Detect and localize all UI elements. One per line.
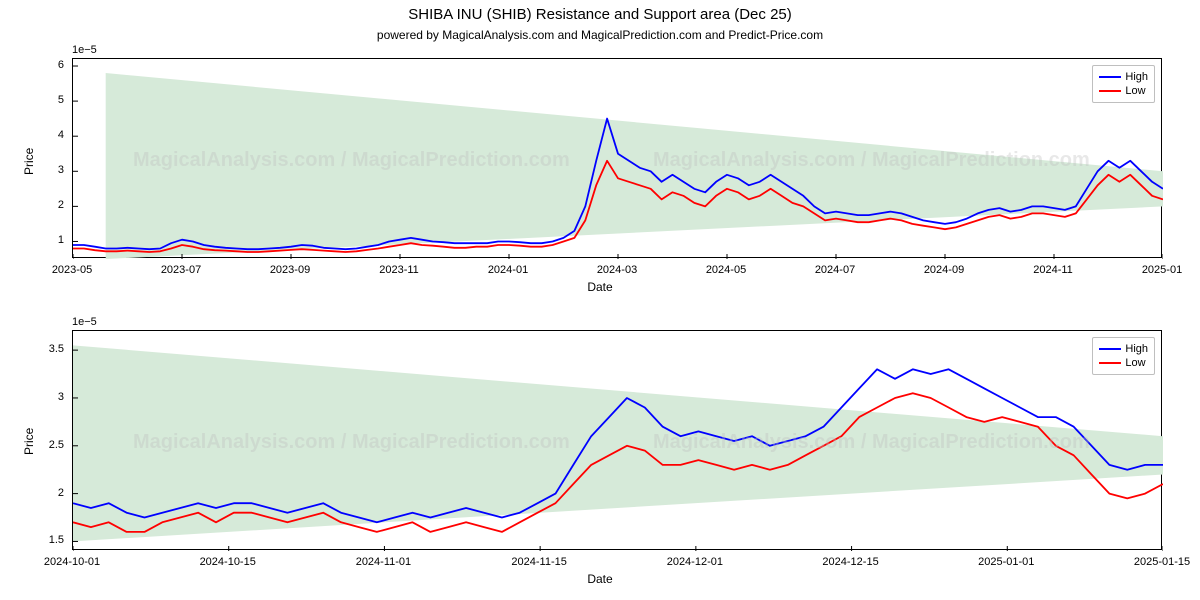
top-y-label: Price <box>22 148 36 175</box>
legend-row-low: Low <box>1099 84 1148 98</box>
y-tick-label: 1 <box>58 234 64 246</box>
x-tick-label: 2024-03 <box>597 264 637 276</box>
bottom-chart-svg <box>73 331 1163 551</box>
legend-swatch-low <box>1099 362 1121 364</box>
x-tick-label: 2023-09 <box>270 264 310 276</box>
legend-swatch-high <box>1099 348 1121 350</box>
x-tick-label: 2024-11-01 <box>356 556 411 568</box>
legend-label-high: High <box>1125 70 1148 84</box>
y-tick-label: 1.5 <box>49 534 64 546</box>
legend-label-low: Low <box>1125 84 1145 98</box>
y-tick-label: 2 <box>58 487 64 499</box>
x-tick-label: 2024-12-15 <box>822 556 878 568</box>
y-tick-label: 2.5 <box>49 439 64 451</box>
legend-label-low-bot: Low <box>1125 356 1145 370</box>
x-tick-label: 2023-07 <box>161 264 201 276</box>
x-tick-label: 2024-09 <box>924 264 964 276</box>
legend-top: High Low <box>1092 65 1155 103</box>
legend-row-low-bot: Low <box>1099 356 1148 370</box>
x-tick-label: 2024-01 <box>488 264 528 276</box>
bot-y-exp: 1e−5 <box>72 316 97 328</box>
x-tick-label: 2023-05 <box>52 264 92 276</box>
bot-y-label: Price <box>22 428 36 455</box>
top-y-exp: 1e−5 <box>72 44 97 56</box>
y-tick-label: 2 <box>58 199 64 211</box>
x-tick-label: 2023-11 <box>379 264 419 276</box>
legend-row-high: High <box>1099 70 1148 84</box>
legend-bottom: High Low <box>1092 337 1155 375</box>
x-tick-label: 2025-01 <box>1142 264 1182 276</box>
x-tick-label: 2024-12-01 <box>667 556 723 568</box>
top-chart-svg <box>73 59 1163 259</box>
y-tick-label: 4 <box>58 129 64 141</box>
y-tick-label: 3 <box>58 391 64 403</box>
y-tick-label: 3.5 <box>49 343 64 355</box>
y-tick-label: 3 <box>58 164 64 176</box>
top-subplot: MagicalAnalysis.com / MagicalPrediction.… <box>72 58 1162 258</box>
x-tick-label: 2024-10-01 <box>44 556 100 568</box>
legend-swatch-high <box>1099 76 1121 78</box>
x-tick-label: 2024-11-15 <box>511 556 566 568</box>
chart-title: SHIBA INU (SHIB) Resistance and Support … <box>0 6 1200 23</box>
bottom-subplot: MagicalAnalysis.com / MagicalPrediction.… <box>72 330 1162 550</box>
legend-label-high-bot: High <box>1125 342 1148 356</box>
x-tick-label: 2024-05 <box>706 264 746 276</box>
x-tick-label: 2025-01-01 <box>978 556 1034 568</box>
x-tick-label: 2024-07 <box>815 264 855 276</box>
bot-x-label: Date <box>587 572 612 586</box>
figure: SHIBA INU (SHIB) Resistance and Support … <box>0 0 1200 600</box>
top-x-label: Date <box>587 280 612 294</box>
legend-swatch-low <box>1099 90 1121 92</box>
chart-subtitle: powered by MagicalAnalysis.com and Magic… <box>0 28 1200 42</box>
x-tick-label: 2024-10-15 <box>200 556 256 568</box>
x-tick-label: 2024-11 <box>1033 264 1073 276</box>
y-tick-label: 6 <box>58 59 64 71</box>
y-tick-label: 5 <box>58 94 64 106</box>
x-tick-label: 2025-01-15 <box>1134 556 1190 568</box>
legend-row-high-bot: High <box>1099 342 1148 356</box>
